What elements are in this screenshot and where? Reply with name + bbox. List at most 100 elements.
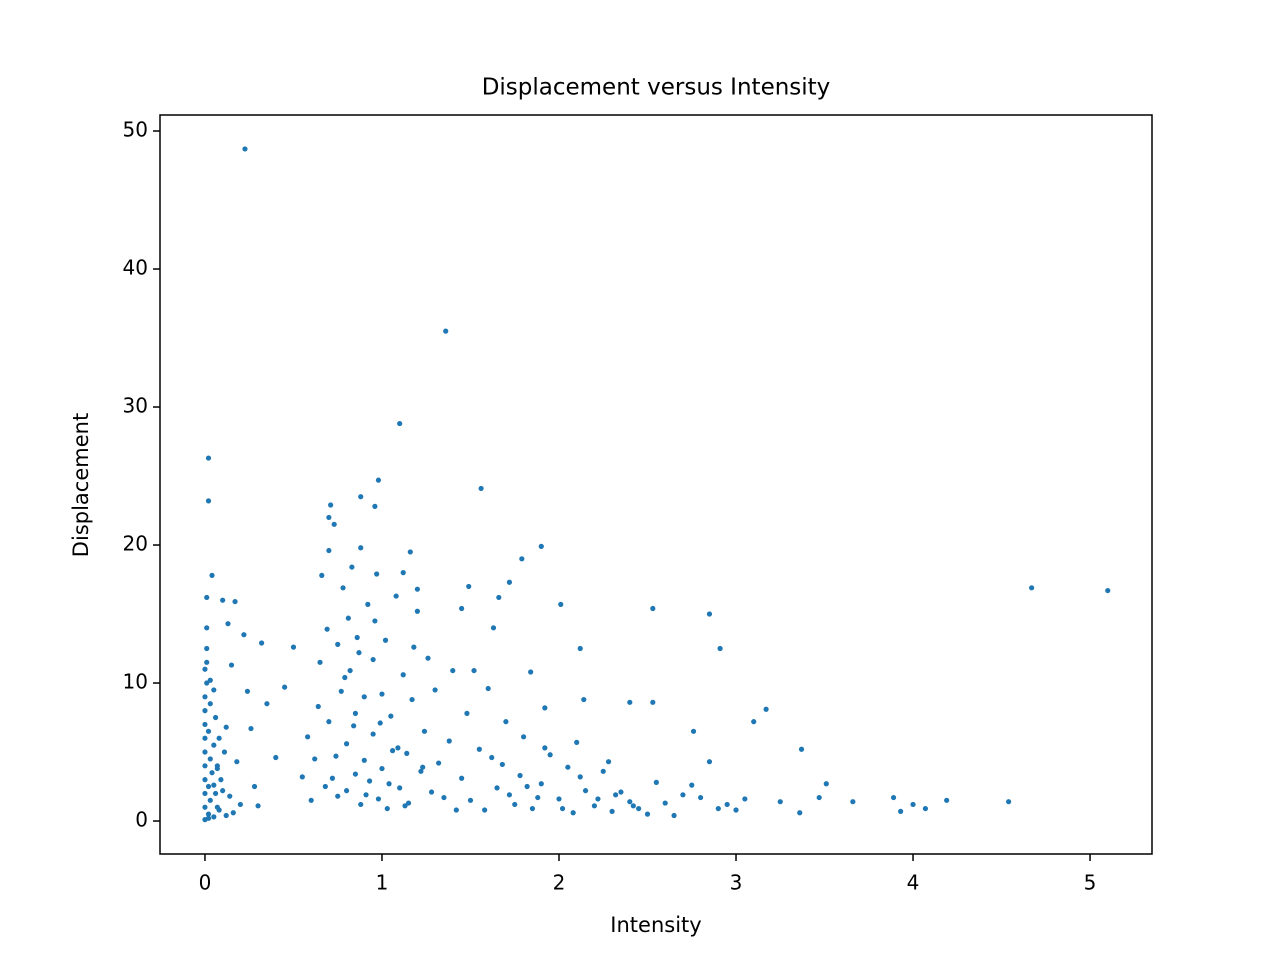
scatter-point: [204, 680, 210, 686]
scatter-point: [1105, 587, 1111, 594]
scatter-point: [547, 752, 553, 758]
scatter-point: [212, 790, 219, 797]
scatter-point: [331, 521, 337, 527]
scatter-point: [205, 728, 212, 734]
scatter-point: [389, 748, 396, 754]
y-tick-label: 0: [135, 808, 148, 832]
scatter-point: [577, 774, 583, 780]
scatter-point: [397, 420, 403, 427]
scatter-point: [797, 810, 803, 816]
scatter-point: [556, 796, 562, 802]
scatter-point: [225, 621, 231, 627]
scatter-point: [490, 625, 497, 631]
scatter-point: [503, 719, 509, 725]
scatter-point: [218, 777, 224, 783]
scatter-point: [211, 742, 217, 748]
scatter-point: [234, 759, 240, 765]
scatter-point: [384, 805, 390, 812]
scatter-point: [517, 772, 523, 779]
scatter-point: [207, 756, 213, 762]
scatter-point: [432, 687, 438, 693]
scatter-point: [343, 788, 350, 794]
scatter-point: [715, 805, 721, 812]
scatter-point: [228, 662, 235, 668]
scatter-point: [421, 728, 428, 734]
scatter-point: [471, 667, 477, 674]
scatter-point: [689, 782, 695, 788]
scatter-point: [343, 741, 350, 747]
x-tick-label: 0: [199, 871, 212, 895]
scatter-point: [386, 781, 392, 787]
scatter-point: [204, 594, 210, 601]
scatter-point: [512, 801, 518, 808]
scatter-point: [328, 502, 334, 508]
scatter-point: [322, 783, 328, 790]
scatter-point: [209, 770, 215, 776]
scatter-point: [273, 754, 279, 761]
scatter-point: [595, 796, 601, 802]
scatter-point: [605, 759, 612, 765]
scatter-point: [223, 812, 229, 819]
scatter-point: [636, 805, 642, 812]
scatter-point: [352, 710, 359, 716]
scatter-point: [538, 543, 544, 549]
scatter-point: [476, 746, 482, 752]
scatter-point: [358, 801, 364, 808]
scatter-point: [428, 789, 435, 795]
scatter-point: [312, 756, 318, 762]
scatter-point: [600, 768, 606, 774]
scatter-point: [618, 789, 624, 795]
scatter-point: [574, 739, 580, 745]
scatter-point: [443, 328, 449, 334]
scatter-point: [446, 738, 452, 744]
scatter-point: [351, 723, 357, 729]
scatter-point: [326, 547, 332, 554]
scatter-point: [315, 703, 321, 710]
scatter-point: [751, 719, 757, 725]
scatter-point: [205, 815, 212, 821]
scatter-point: [529, 805, 536, 812]
scatter-point: [299, 774, 305, 780]
chart-title: Displacement versus Intensity: [482, 75, 831, 101]
scatter-point: [202, 735, 208, 741]
scatter-point: [538, 781, 544, 787]
scatter-point: [464, 710, 470, 716]
scatter-point: [890, 794, 897, 801]
scatter-point: [308, 797, 314, 803]
scatter-point: [441, 794, 447, 801]
scatter-point: [372, 618, 378, 624]
scatter-point: [345, 615, 351, 621]
scatter-point: [372, 503, 378, 509]
scatter-point: [485, 685, 491, 692]
scatter-point: [324, 626, 330, 632]
scatter-point: [581, 696, 587, 703]
scatter-point: [706, 611, 713, 617]
y-axis-label: Displacement: [69, 413, 93, 557]
scatter-point: [370, 656, 376, 663]
scatter-point: [609, 808, 615, 814]
scatter-point: [255, 803, 261, 809]
scatter-point: [205, 783, 212, 790]
y-tick-label: 10: [123, 670, 148, 694]
scatter-point: [209, 572, 215, 578]
scatter-point: [220, 788, 226, 794]
scatter-point: [211, 782, 217, 788]
scatter-point: [898, 808, 904, 814]
scatter-point: [259, 640, 265, 646]
scatter-point: [1029, 585, 1035, 591]
x-tick-label: 4: [907, 871, 920, 895]
scatter-point: [535, 794, 541, 801]
scatter-point: [450, 667, 456, 674]
scatter-point: [397, 785, 403, 791]
scatter-point: [202, 790, 208, 797]
scatter-point: [690, 728, 697, 734]
scatter-point: [706, 759, 713, 765]
scatter-point: [717, 645, 723, 652]
scatter-point: [459, 775, 465, 781]
scatter-point: [405, 800, 412, 806]
scatter-point: [333, 753, 339, 759]
scatter-point: [388, 713, 394, 719]
scatter-point: [558, 601, 564, 607]
scatter-point: [204, 625, 210, 631]
scatter-point: [216, 807, 222, 813]
